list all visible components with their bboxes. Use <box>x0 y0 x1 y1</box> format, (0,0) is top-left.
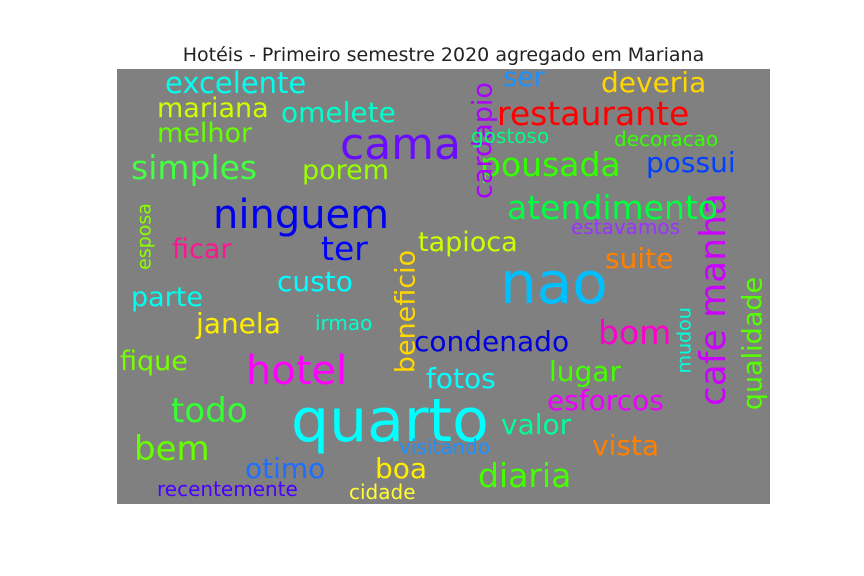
word-gostoso: gostoso <box>471 124 550 148</box>
word-diaria: diaria <box>478 456 572 495</box>
word-cama: cama <box>340 119 461 170</box>
word-bem: bem <box>134 429 210 469</box>
word-ter: ter <box>321 229 368 268</box>
word-estavamos: estavamos <box>571 215 681 239</box>
word-ser: ser <box>503 69 545 93</box>
word-ninguem: ninguem <box>213 192 390 238</box>
word-valor: valor <box>501 408 572 441</box>
word-custo: custo <box>277 265 353 298</box>
word-quarto: quarto <box>291 386 489 456</box>
word-otimo: otimo <box>245 452 326 485</box>
word-possui: possui <box>646 146 736 179</box>
word-vista: vista <box>592 429 660 462</box>
word-melhor: melhor <box>157 118 253 149</box>
word-ficar: ficar <box>172 234 232 265</box>
word-mariana: mariana <box>157 93 269 124</box>
word-tapioca: tapioca <box>418 227 518 258</box>
word-nao: nao <box>500 249 608 317</box>
word-porem: porem <box>302 155 390 186</box>
word-todo: todo <box>171 391 248 431</box>
word-bom: bom <box>598 313 672 352</box>
word-atendimento: atendimento <box>507 188 718 227</box>
word-parte: parte <box>131 282 203 313</box>
word-suite: suite <box>605 242 674 275</box>
word-pousada: pousada <box>480 145 621 184</box>
word-boa: boa <box>375 452 428 485</box>
word-fotos: fotos <box>426 362 496 395</box>
word-hotel: hotel <box>246 348 348 394</box>
word-decoracao: decoracao <box>614 127 719 151</box>
word-lugar: lugar <box>549 355 621 388</box>
word-excelente: excelente <box>165 69 307 100</box>
chart-title: Hotéis - Primeiro semestre 2020 agregado… <box>182 44 705 66</box>
word-cidade: cidade <box>349 480 416 504</box>
word-deveria: deveria <box>601 69 707 99</box>
word-irmao: irmao <box>315 311 373 335</box>
word-condenado: condenado <box>414 325 570 358</box>
word-qualidade: qualidade <box>737 276 769 411</box>
word-omelete: omelete <box>281 96 396 129</box>
word-cloud: nao quarto cama ninguem hotel cafe manha… <box>117 69 770 504</box>
word-beneficio: beneficio <box>390 249 422 374</box>
word-janela: janela <box>196 307 281 340</box>
word-mudou: mudou <box>673 307 696 374</box>
word-simples: simples <box>131 148 258 187</box>
word-cafe-manha: cafe manha <box>693 193 734 406</box>
word-restaurante: restaurante <box>497 94 690 133</box>
word-fique: fique <box>120 346 188 377</box>
word-esposa: esposa <box>133 203 156 270</box>
word-visitando: visitando <box>399 435 491 459</box>
word-recentemente: recentemente <box>157 477 298 501</box>
word-esforcos: esforcos <box>547 384 664 417</box>
